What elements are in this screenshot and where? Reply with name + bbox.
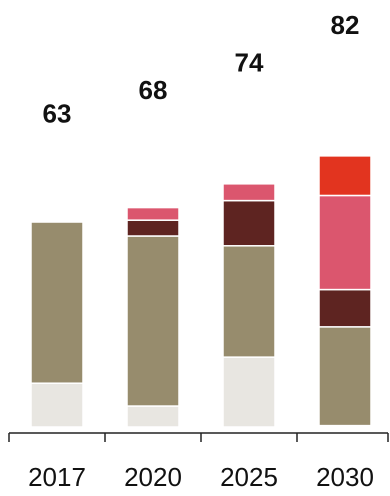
bar-segment-2020-3 bbox=[126, 206, 180, 221]
bar-segment-2020-1 bbox=[126, 235, 180, 407]
bar-segment-2030-3 bbox=[318, 194, 372, 291]
bar-segment-2025-2 bbox=[222, 199, 276, 247]
total-labels-group: 63 68 74 82 bbox=[43, 10, 360, 129]
bar-segment-2020-0 bbox=[126, 405, 180, 428]
bars-group bbox=[30, 155, 372, 428]
total-label-2017: 63 bbox=[43, 99, 72, 129]
total-label-2020: 68 bbox=[139, 75, 168, 105]
x-axis bbox=[8, 432, 389, 442]
bar-segment-2025-1 bbox=[222, 245, 276, 358]
x-tick-label-2030: 2030 bbox=[316, 462, 374, 492]
bar-segment-2025-3 bbox=[222, 183, 276, 202]
total-label-2025: 74 bbox=[235, 47, 264, 77]
x-tick-label-2020: 2020 bbox=[124, 462, 182, 492]
bar-segment-2025-0 bbox=[222, 356, 276, 428]
bar-segment-2017-0 bbox=[30, 382, 84, 428]
total-label-2030: 82 bbox=[331, 10, 360, 40]
bar-segment-2030-4 bbox=[318, 155, 372, 197]
x-tick-label-2025: 2025 bbox=[220, 462, 278, 492]
x-tick-label-2017: 2017 bbox=[28, 462, 86, 492]
bar-segment-2020-2 bbox=[126, 219, 180, 237]
bar-segment-2030-1 bbox=[318, 326, 372, 427]
bar-segment-2030-2 bbox=[318, 288, 372, 328]
x-tick-labels-group: 2017 2020 2025 2030 bbox=[28, 462, 374, 492]
bar-segment-2017-1 bbox=[30, 221, 84, 384]
